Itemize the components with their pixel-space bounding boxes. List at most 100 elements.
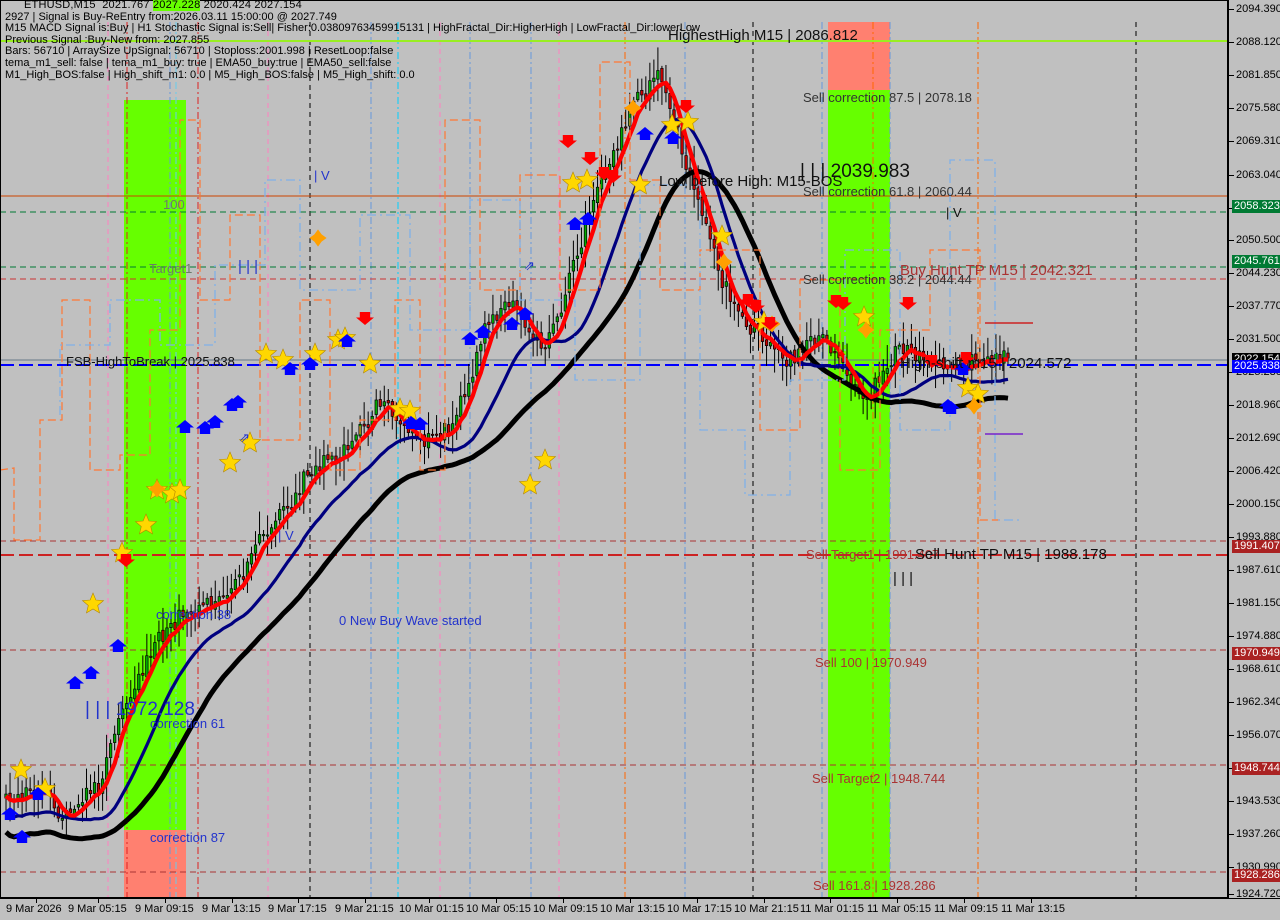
buy-arrow-icon	[579, 212, 597, 225]
candle-body	[92, 782, 97, 794]
time-tick-mark	[897, 899, 898, 903]
price-axis[interactable]: 2094.390 2088.120 2081.850 2075.580 2069.310…	[1228, 0, 1280, 900]
buy-arrow-icon	[196, 421, 214, 434]
time-tick-label: 10 Mar 17:15	[667, 903, 732, 915]
star-signal-icon	[660, 113, 684, 135]
candle-body	[736, 304, 740, 312]
candle-body	[76, 804, 81, 808]
star-signal-icon	[533, 448, 557, 470]
price-tick: 2018.960	[1229, 399, 1280, 411]
buy-arrow-icon	[66, 676, 84, 689]
candle-body	[366, 424, 370, 428]
price-tick: 1962.340	[1229, 696, 1280, 708]
candle-body	[724, 281, 728, 287]
time-tick-label: 11 Mar 05:15	[867, 903, 932, 915]
candle-body	[201, 602, 205, 606]
candle-body	[970, 354, 974, 371]
candle-body	[567, 272, 571, 293]
candle-body	[386, 400, 390, 404]
time-axis[interactable]: 9 Mar 2026 9 Mar 05:15 9 Mar 09:15 9 Mar 13…	[0, 898, 1280, 920]
candle-body	[740, 312, 745, 317]
candle-body	[382, 401, 386, 407]
candle-body	[221, 595, 225, 598]
candle-body	[257, 534, 262, 544]
buy-arrow-icon	[411, 417, 429, 430]
buy-arrow-icon	[229, 395, 247, 408]
candle-body	[700, 196, 704, 216]
candle-body	[173, 622, 177, 630]
star-signal-icon	[628, 173, 652, 195]
time-tick-label: 10 Mar 09:15	[533, 903, 598, 915]
time-tick-label: 9 Mar 2026	[6, 903, 62, 915]
candle-body	[748, 324, 753, 335]
candle-body	[302, 471, 306, 495]
candle-body	[354, 434, 358, 441]
candle-body	[901, 343, 905, 354]
sell-arrow-icon	[899, 297, 917, 310]
price-tick: 1924.720	[1229, 888, 1280, 900]
candle-body	[265, 534, 270, 537]
candle-body	[117, 718, 121, 736]
time-tick-mark	[830, 899, 831, 903]
candle-body	[362, 423, 366, 427]
candle-body	[881, 370, 885, 385]
candle-body	[487, 321, 491, 326]
buy-arrow-icon	[1, 807, 19, 820]
candle-body	[833, 350, 837, 354]
buy-arrow-icon	[636, 127, 654, 140]
candle-body	[233, 579, 237, 591]
time-tick-mark	[964, 899, 965, 903]
price-label-1991407: 1991.407	[1232, 540, 1280, 553]
time-tick-label: 10 Mar 05:15	[466, 903, 531, 915]
buy-arrow-icon	[664, 131, 682, 144]
candle-body	[591, 199, 596, 213]
price-tick: 2050.500	[1229, 234, 1280, 246]
price-tick: 2075.580	[1229, 102, 1280, 114]
candle-body	[475, 351, 479, 376]
candle-body	[306, 470, 310, 476]
candlesticks	[4, 47, 1010, 839]
candle-body	[764, 339, 769, 346]
candle-body	[205, 597, 209, 605]
tema-fast-line	[4, 80, 1009, 818]
sell-arrow-icon	[834, 297, 852, 310]
cross-signal-icon	[965, 397, 983, 415]
candle-body	[121, 708, 125, 720]
chart-canvas	[0, 0, 1228, 898]
star-signal-icon	[218, 451, 242, 473]
buy-zone-1	[124, 100, 186, 830]
candle-body	[28, 788, 32, 791]
candle-body	[282, 506, 286, 511]
price-tick: 1987.610	[1229, 564, 1280, 576]
star-signal-icon	[518, 473, 542, 495]
price-tick: 1968.610	[1229, 663, 1280, 675]
time-tick-mark	[165, 899, 166, 903]
candle-body	[595, 186, 600, 204]
candle-body	[954, 363, 958, 366]
candle-body	[84, 787, 89, 801]
price-tick: 2006.420	[1229, 465, 1280, 477]
chart-plot-area[interactable]	[0, 0, 1228, 898]
candle-body	[479, 344, 483, 352]
candle-body	[378, 399, 382, 407]
candle-body	[511, 300, 515, 308]
candle-body	[125, 703, 129, 710]
candle-body	[161, 629, 165, 642]
candle-body	[274, 520, 278, 530]
buy-arrow-icon	[281, 362, 299, 375]
candle-body	[157, 631, 161, 642]
buy-arrow-icon	[942, 401, 960, 414]
star-signal-icon	[575, 168, 599, 190]
price-label-1948744: 1948.744	[1232, 762, 1280, 775]
price-label-1970949: 1970.949	[1232, 647, 1280, 660]
buy-arrow-icon	[954, 362, 972, 375]
buy-arrow-icon	[301, 357, 319, 370]
time-tick-label: 9 Mar 05:15	[68, 903, 127, 915]
time-tick-label: 11 Mar 13:15	[1001, 903, 1066, 915]
buy-arrow-icon	[461, 332, 479, 345]
time-tick-label: 9 Mar 09:15	[135, 903, 194, 915]
candle-body	[543, 347, 547, 350]
candle-body	[579, 247, 584, 255]
candle-body	[326, 454, 330, 460]
